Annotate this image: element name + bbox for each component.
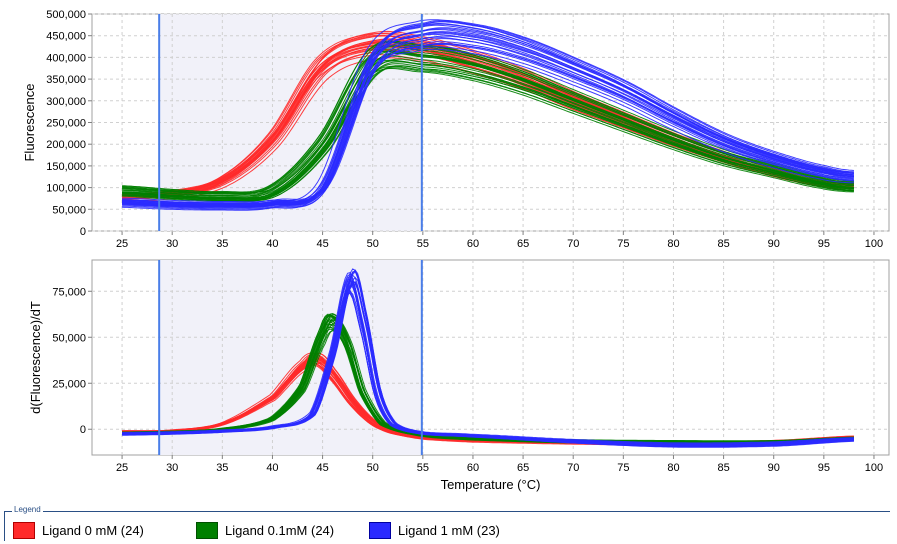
x-tick-label: 85 — [717, 462, 729, 474]
x-tick-label: 75 — [617, 462, 629, 474]
x-tick-label: 55 — [417, 238, 429, 250]
legend-item-ligand-0mm[interactable]: Ligand 0 mM (24) — [13, 521, 144, 539]
curve-line — [122, 41, 854, 208]
x-tick-label: 50 — [367, 238, 379, 250]
x-tick-label: 30 — [166, 462, 178, 474]
curve-line — [122, 31, 854, 205]
y-tick-label: 450,000 — [46, 31, 86, 43]
y-tick-label: 75,000 — [52, 286, 86, 298]
legend-item-ligand-0-1mm[interactable]: Ligand 0.1mM (24) — [196, 521, 334, 539]
x-tick-label: 70 — [567, 462, 579, 474]
legend-frame — [4, 511, 890, 541]
y-tick-label: 0 — [80, 226, 86, 238]
x-tick-label: 95 — [818, 238, 830, 250]
curves — [122, 19, 854, 211]
y-tick-label: 400,000 — [46, 52, 86, 64]
y-tick-label: 50,000 — [52, 332, 86, 344]
legend-label: Ligand 0.1mM (24) — [225, 522, 335, 538]
curve-line — [122, 43, 854, 210]
y-tick-label: 100,000 — [46, 183, 86, 195]
curve-line — [122, 63, 854, 199]
legend-swatch-green — [196, 521, 218, 539]
curve-line — [122, 51, 854, 200]
curve-line — [122, 50, 854, 200]
y-tick-label: 300,000 — [46, 96, 86, 108]
derivative-panel: 25 30 35 40 45 50 55 60 65 70 75 80 85 90 95 100 0 25,000… — [28, 259, 890, 492]
y-tick-label: 350,000 — [46, 74, 86, 86]
x-tick-label: 55 — [417, 462, 429, 474]
curve-line — [122, 48, 854, 211]
x-tick-label: 35 — [216, 238, 228, 250]
x-tick-label: 60 — [467, 238, 479, 250]
y-tick-label: 0 — [80, 424, 86, 436]
x-tick-label: 45 — [316, 238, 328, 250]
x-tick-label: 50 — [367, 462, 379, 474]
x-tick-label: 75 — [617, 238, 629, 250]
x-tick-label: 35 — [216, 462, 228, 474]
y-tick-label: 200,000 — [46, 139, 86, 151]
series-2 — [122, 268, 854, 448]
x-tick-label: 60 — [467, 462, 479, 474]
x-tick-label: 95 — [818, 462, 830, 474]
y-tick-label: 25,000 — [52, 378, 86, 390]
x-tick-label: 25 — [116, 238, 128, 250]
x-tick-label: 45 — [316, 462, 328, 474]
x-tick-label: 40 — [266, 462, 278, 474]
y-axis-label: d(Fluorescence)/dT — [28, 301, 43, 414]
x-tick-label: 100 — [865, 462, 883, 474]
y-tick-label: 150,000 — [46, 161, 86, 173]
legend-title: Legend — [12, 505, 43, 514]
x-tick-label: 80 — [667, 238, 679, 250]
legend-label: Ligand 0 mM (24) — [42, 522, 144, 538]
melt-curve-chart: 25 30 35 40 45 50 55 60 65 70 75 80 85 90 95 100 0 50,000… — [22, 9, 890, 492]
x-tick-label: 65 — [517, 462, 529, 474]
x-tick-label: 100 — [865, 238, 883, 250]
fluorescence-panel: 25 30 35 40 45 50 55 60 65 70 75 80 85 90 95 100 0 50,000… — [22, 9, 890, 250]
x-tick-label: 85 — [717, 238, 729, 250]
curves — [122, 268, 854, 448]
x-axis-label: Temperature (°C) — [441, 477, 541, 492]
x-tick-label: 30 — [166, 238, 178, 250]
legend-swatch-blue — [369, 521, 391, 539]
y-tick-label: 50,000 — [52, 204, 86, 216]
y-tick-label: 250,000 — [46, 118, 86, 130]
x-tick-label: 90 — [768, 238, 780, 250]
x-tick-label: 70 — [567, 238, 579, 250]
curve-line — [122, 65, 854, 202]
x-tick-label: 90 — [768, 462, 780, 474]
legend-item-ligand-1mm[interactable]: Ligand 1 mM (23) — [369, 521, 500, 539]
curve-line — [122, 48, 854, 195]
x-tick-label: 80 — [667, 462, 679, 474]
curve-line — [122, 19, 854, 203]
legend-label: Ligand 1 mM (23) — [398, 522, 500, 538]
x-tick-label: 25 — [116, 462, 128, 474]
curve-line — [122, 40, 854, 193]
legend-swatch-red — [13, 521, 35, 539]
curve-line — [122, 278, 854, 447]
curve-line — [122, 290, 854, 444]
series-2 — [122, 19, 854, 211]
x-tick-label: 40 — [266, 238, 278, 250]
curve-line — [122, 28, 854, 204]
y-tick-label: 500,000 — [46, 9, 86, 21]
curve-line — [122, 43, 854, 207]
x-tick-label: 65 — [517, 238, 529, 250]
y-axis-label: Fluorescence — [22, 83, 37, 161]
